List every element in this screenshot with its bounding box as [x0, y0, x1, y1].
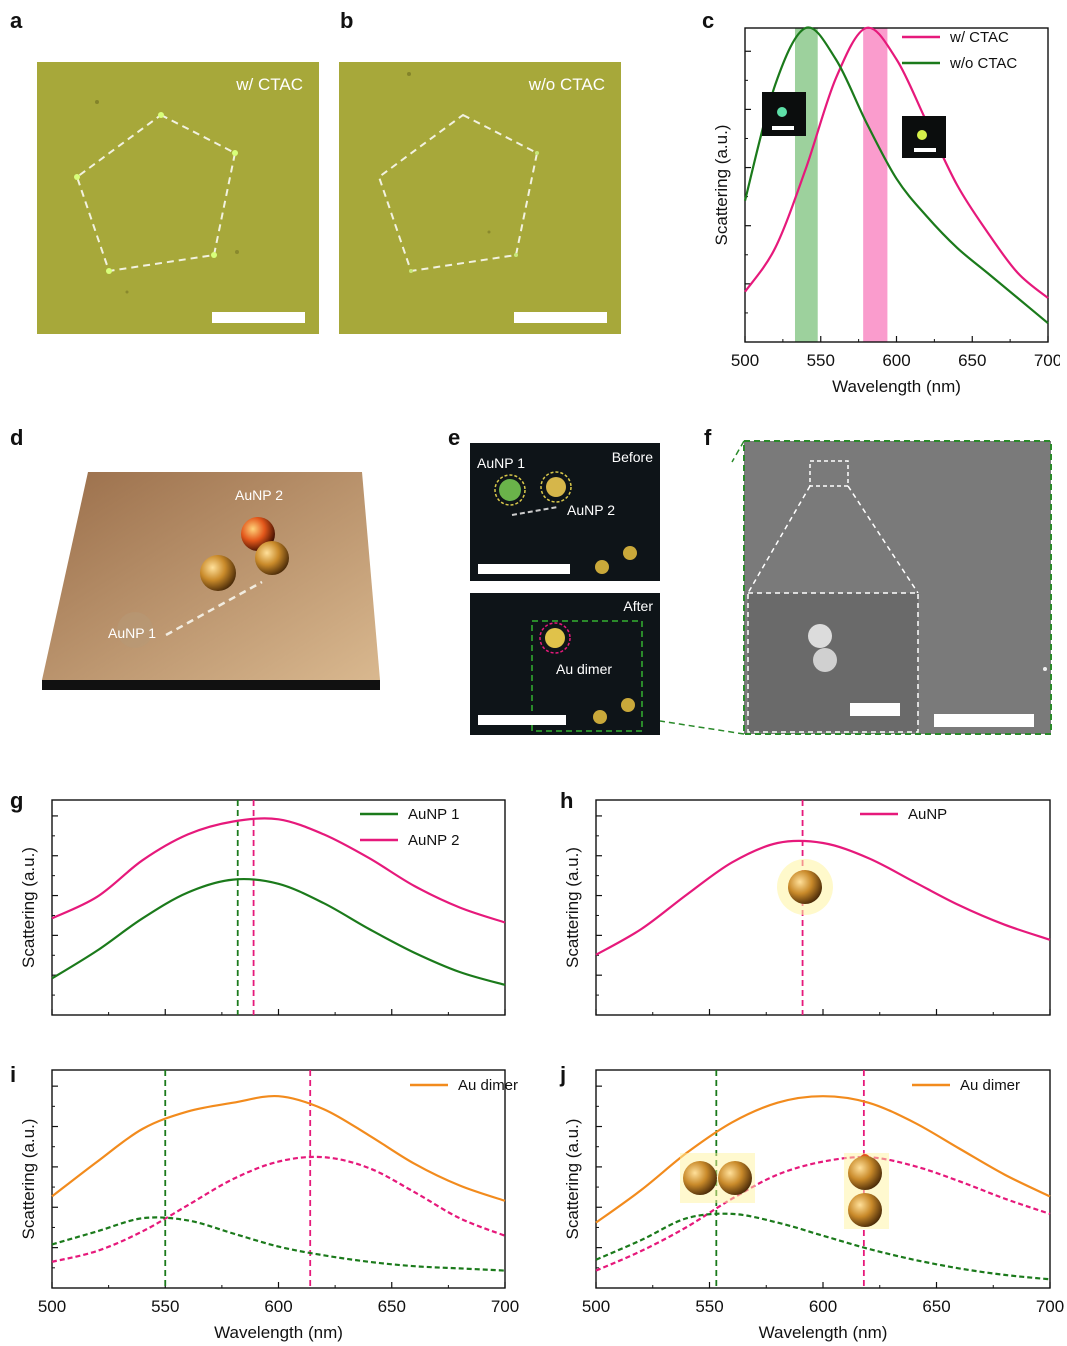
series-line: [51, 877, 506, 986]
horizontal-dimer-icon: [680, 1153, 755, 1203]
x-tick-label: 700: [1034, 351, 1060, 370]
x-tick-label: 550: [695, 1297, 723, 1316]
panel-h-chart: AuNP Scattering (a.u.): [563, 799, 1051, 1016]
panel-label-d: d: [10, 425, 24, 450]
series-line: [595, 839, 1051, 956]
panel-b-image: w/o CTAC: [339, 62, 621, 334]
panel-c-chart: 500 550 600 650 700 w/ CTAC w/o CTAC Wavelength…: [712, 26, 1060, 396]
panel-e-after: After Au dimer: [470, 593, 660, 735]
panel-i-chart: 500 550 600 650 700 Au dimer Wavelength (nm) Sc…: [19, 1069, 519, 1342]
scale-bar: [478, 715, 566, 725]
legend-label: AuNP 2: [408, 832, 459, 849]
legend-label: w/ CTAC: [949, 29, 1009, 46]
pentagon-outline: [377, 113, 539, 273]
panel-label-e: e: [448, 425, 461, 450]
x-tick-label: 650: [922, 1297, 950, 1316]
x-tick-label: 600: [264, 1297, 292, 1316]
panel-label-h: h: [560, 788, 574, 813]
x-tick-label: 550: [151, 1297, 179, 1316]
scale-bar: [478, 564, 570, 574]
panel-d-illustration: AuNP 2 AuNP 1: [42, 472, 380, 690]
panel-j-chart: 500 550 600 650 700 Au dimer Wavelength (nm) Sc…: [563, 1069, 1064, 1342]
x-tick-label: 700: [491, 1297, 519, 1316]
panel-b-caption: w/o CTAC: [528, 75, 605, 94]
scale-bar: [514, 312, 607, 323]
legend-label: AuNP: [908, 806, 947, 823]
plot-frame: [51, 1069, 506, 1289]
x-tick-label: 550: [807, 351, 835, 370]
panel-label-a: a: [10, 8, 23, 33]
x-tick-label: 650: [378, 1297, 406, 1316]
y-axis-label: Scattering (a.u.): [563, 1119, 582, 1240]
x-tick-label: 500: [582, 1297, 610, 1316]
y-axis-label: Scattering (a.u.): [712, 125, 731, 246]
scale-bar: [934, 714, 1034, 727]
legend-label: Au dimer: [960, 1077, 1020, 1094]
scale-bar: [850, 703, 900, 716]
series-line: [595, 1095, 1051, 1224]
series-line: [51, 1094, 506, 1202]
panel-label-j: j: [560, 1062, 567, 1087]
inset-yellow-spot: [902, 116, 946, 158]
series-line: [595, 1155, 1051, 1272]
label-aunp2: AuNP 2: [567, 502, 615, 518]
panel-f-sem: [660, 440, 1052, 735]
scale-bar: [212, 312, 305, 323]
x-tick-label: 500: [731, 351, 759, 370]
panel-label-b: b: [340, 8, 354, 33]
series-line: [51, 817, 506, 924]
label-before: Before: [612, 449, 653, 465]
x-axis-label: Wavelength (nm): [214, 1323, 343, 1342]
label-aunp1: AuNP 1: [108, 625, 156, 641]
y-axis-label: Scattering (a.u.): [19, 847, 38, 968]
series-line: [744, 26, 1049, 299]
pentagon-outline: [75, 113, 237, 273]
plot-frame: [595, 1069, 1051, 1289]
label-au-dimer: Au dimer: [556, 661, 612, 677]
x-tick-label: 600: [809, 1297, 837, 1316]
y-axis-label: Scattering (a.u.): [19, 1119, 38, 1240]
x-tick-label: 700: [1036, 1297, 1064, 1316]
wavelength-band: [794, 28, 818, 342]
y-axis-label: Scattering (a.u.): [563, 847, 582, 968]
panel-label-f: f: [704, 425, 712, 450]
x-axis-label: Wavelength (nm): [832, 377, 961, 396]
plot-frame: [744, 27, 1049, 343]
panel-e-before: AuNP 1 Before AuNP 2: [470, 443, 660, 581]
series-line: [51, 1216, 506, 1272]
x-tick-label: 500: [38, 1297, 66, 1316]
label-aunp1: AuNP 1: [477, 455, 525, 471]
series-line: [51, 1155, 506, 1263]
series-line: [743, 26, 1049, 325]
panel-label-c: c: [702, 8, 715, 33]
wavelength-band: [863, 28, 888, 342]
panel-label-i: i: [10, 1062, 17, 1087]
panel-g-chart: AuNP 1 AuNP 2 Scattering (a.u.): [19, 799, 506, 1016]
legend-label: AuNP 1: [408, 806, 459, 823]
legend-label: Au dimer: [458, 1077, 518, 1094]
x-axis-label: Wavelength (nm): [759, 1323, 888, 1342]
x-tick-label: 650: [958, 351, 986, 370]
gold-nanoparticle-icon: [777, 859, 833, 915]
panel-label-g: g: [10, 788, 24, 813]
series-line: [595, 1212, 1051, 1281]
label-after: After: [623, 598, 653, 614]
vertical-dimer-icon: [844, 1153, 889, 1229]
x-tick-label: 600: [882, 351, 910, 370]
panel-a-image: w/ CTAC: [37, 62, 319, 334]
panel-a-caption: w/ CTAC: [235, 75, 303, 94]
inset-green-spot: [762, 92, 806, 136]
label-aunp2: AuNP 2: [235, 487, 283, 503]
legend-label: w/o CTAC: [949, 55, 1017, 72]
